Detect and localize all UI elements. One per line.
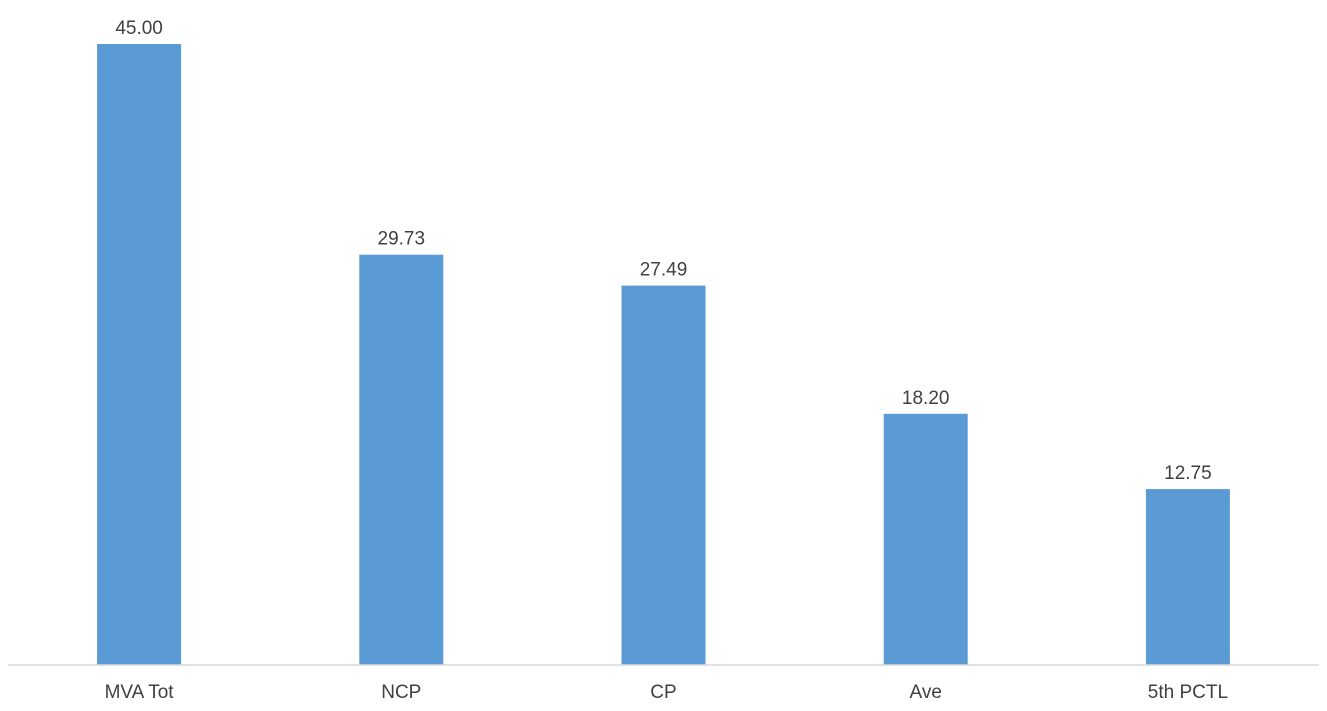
x-tick-labels-group: MVA Tot NCP CP Ave 5th PCTL — [105, 682, 1228, 703]
bar-3 — [883, 413, 968, 665]
data-label-2: 27.49 — [640, 260, 688, 281]
bar-4 — [1145, 489, 1230, 665]
data-label-4: 12.75 — [1164, 463, 1212, 484]
bars-group — [97, 44, 1230, 665]
bar-0 — [97, 44, 182, 665]
x-tick-label-2: CP — [650, 682, 676, 703]
x-tick-label-0: MVA Tot — [105, 682, 175, 703]
data-label-0: 45.00 — [115, 18, 163, 39]
data-label-1: 29.73 — [378, 229, 426, 250]
bar-2 — [621, 285, 706, 665]
x-tick-label-1: NCP — [381, 682, 421, 703]
bar-1 — [359, 254, 444, 665]
data-label-3: 18.20 — [902, 388, 950, 409]
x-tick-label-4: 5th PCTL — [1148, 682, 1228, 703]
data-labels-group: 45.00 29.73 27.49 18.20 12.75 — [115, 18, 1211, 484]
x-tick-label-3: Ave — [909, 682, 941, 703]
